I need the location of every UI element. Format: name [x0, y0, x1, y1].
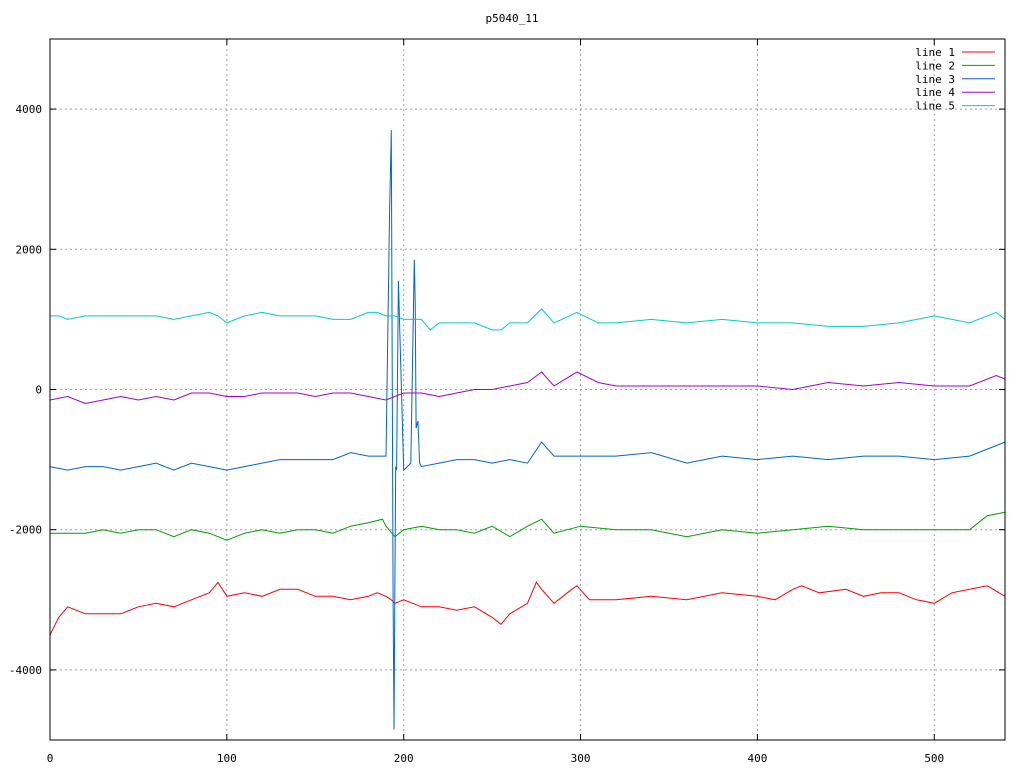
y-tick-label: 4000 [16, 103, 43, 116]
x-tick-label: 500 [924, 752, 944, 765]
series-line-3 [49, 130, 1006, 730]
x-tick-label: 200 [394, 752, 414, 765]
y-tick-label: -2000 [9, 524, 42, 537]
legend-label: line 4 [915, 86, 955, 99]
x-tick-label: 300 [571, 752, 591, 765]
series-line-4 [49, 371, 1006, 405]
series-line-1 [49, 581, 1006, 636]
y-tick-label: 0 [35, 384, 42, 397]
x-tick-label: 0 [47, 752, 54, 765]
legend-label: line 5 [915, 100, 955, 113]
series-layer [49, 130, 1006, 730]
legend-label: line 2 [915, 59, 955, 72]
legend-label: line 1 [915, 46, 955, 59]
legend-label: line 3 [915, 73, 955, 86]
axes: 0 100 200 300 400 500 -4000 -2000 0 2000 4000 [9, 39, 1005, 765]
y-tick-label: -4000 [9, 664, 42, 677]
chart-title: p5040_11 [486, 12, 539, 25]
x-tick-label: 100 [217, 752, 237, 765]
y-tick-label: 2000 [16, 243, 43, 256]
x-tick-label: 400 [747, 752, 767, 765]
grid [49, 39, 1005, 740]
series-line-2 [50, 511, 1006, 541]
series-line-5 [50, 308, 1006, 331]
